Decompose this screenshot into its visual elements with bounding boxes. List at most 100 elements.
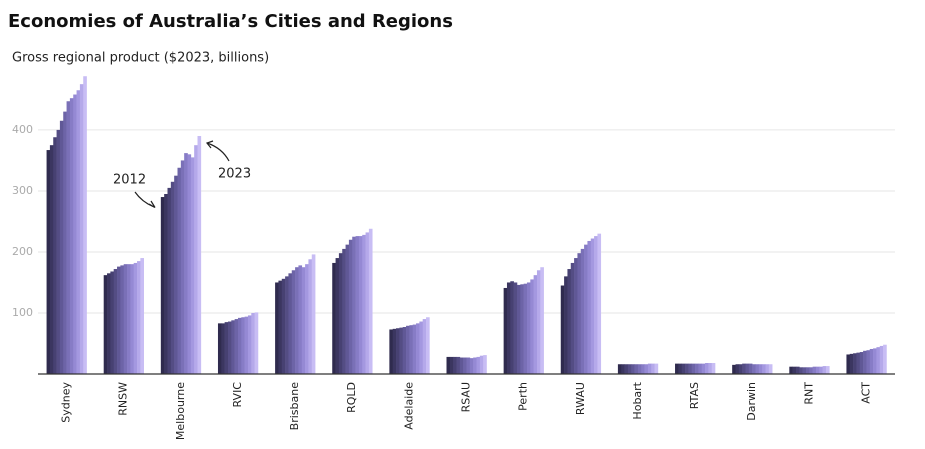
- bar: [412, 324, 417, 374]
- bar: [577, 253, 582, 374]
- bar: [130, 264, 134, 374]
- bar: [752, 364, 756, 374]
- bar: [123, 264, 128, 374]
- bar: [120, 265, 124, 374]
- bar: [362, 234, 366, 374]
- x-tick-label: RSAU: [460, 382, 473, 412]
- bar: [234, 319, 239, 374]
- bar: [456, 356, 461, 374]
- bar: [765, 364, 770, 374]
- bar: [651, 363, 655, 374]
- bar: [809, 367, 813, 374]
- bar: [560, 285, 565, 374]
- bar: [127, 264, 131, 374]
- bar: [530, 279, 534, 374]
- bar: [510, 281, 514, 374]
- bar: [691, 363, 696, 374]
- bar: [597, 233, 602, 374]
- annotation-arrow: [206, 142, 230, 162]
- bar: [63, 111, 67, 374]
- bar: [520, 284, 524, 374]
- x-tick-label: Darwin: [745, 382, 758, 421]
- bar: [631, 364, 635, 374]
- bar: [355, 236, 360, 374]
- bar: [513, 282, 518, 374]
- bar: [624, 364, 629, 374]
- bar: [476, 356, 481, 374]
- bar: [332, 262, 336, 374]
- bar: [688, 363, 693, 374]
- bar: [107, 273, 111, 374]
- bar: [742, 363, 746, 374]
- bar: [564, 276, 568, 374]
- bar: [879, 345, 884, 374]
- bar: [66, 101, 71, 375]
- x-tick-label: RTAS: [688, 382, 701, 409]
- bar: [466, 357, 471, 374]
- bar: [762, 364, 766, 374]
- bar: [732, 364, 736, 374]
- bar: [140, 258, 144, 374]
- bar: [705, 363, 709, 374]
- bar: [516, 284, 521, 374]
- bar: [866, 350, 871, 374]
- bar: [463, 357, 467, 374]
- bar: [133, 262, 138, 374]
- bar: [540, 267, 544, 374]
- y-tick-label: 400: [12, 123, 33, 136]
- bar: [758, 364, 763, 374]
- bar: [469, 358, 474, 374]
- bar: [187, 154, 192, 374]
- bar: [459, 357, 464, 374]
- bar: [396, 328, 400, 374]
- annotation: 2023: [218, 167, 251, 182]
- bar: [164, 193, 168, 374]
- bar: [738, 364, 743, 374]
- bar: [416, 323, 420, 374]
- bar: [637, 364, 642, 374]
- bar: [406, 325, 410, 374]
- bar: [526, 282, 531, 374]
- x-tick-label: RWAU: [574, 382, 587, 415]
- bar: [365, 232, 370, 374]
- bar: [137, 261, 141, 374]
- bar: [392, 328, 397, 374]
- x-tick-label: Hobart: [631, 381, 644, 419]
- bar: [853, 353, 857, 374]
- bar: [184, 153, 188, 374]
- bar: [247, 315, 252, 374]
- bar: [419, 321, 423, 374]
- bar: [869, 348, 874, 374]
- bar: [449, 356, 454, 374]
- bar: [580, 248, 585, 374]
- bar: [634, 364, 639, 374]
- bar: [69, 98, 74, 375]
- bar: [859, 352, 864, 374]
- bar: [231, 320, 235, 374]
- bar: [863, 350, 867, 374]
- bar: [237, 317, 242, 374]
- bar: [338, 253, 343, 374]
- bar: [594, 236, 598, 374]
- bar: [453, 356, 457, 374]
- bar: [755, 364, 760, 374]
- bar: [221, 323, 225, 374]
- bar: [352, 236, 356, 374]
- bar: [745, 363, 750, 374]
- bar: [789, 366, 793, 374]
- bar: [194, 145, 198, 374]
- bar: [291, 270, 296, 374]
- bar: [681, 363, 686, 374]
- bar: [574, 258, 578, 374]
- bar: [819, 366, 823, 374]
- bar: [224, 322, 229, 374]
- bar: [799, 367, 803, 374]
- bar: [342, 248, 346, 374]
- bar: [180, 160, 185, 374]
- bar: [281, 278, 286, 374]
- bar: [685, 363, 689, 374]
- bar: [503, 287, 508, 374]
- bar: [190, 157, 195, 374]
- x-tick-label: Sydney: [60, 382, 73, 423]
- bar: [473, 357, 477, 374]
